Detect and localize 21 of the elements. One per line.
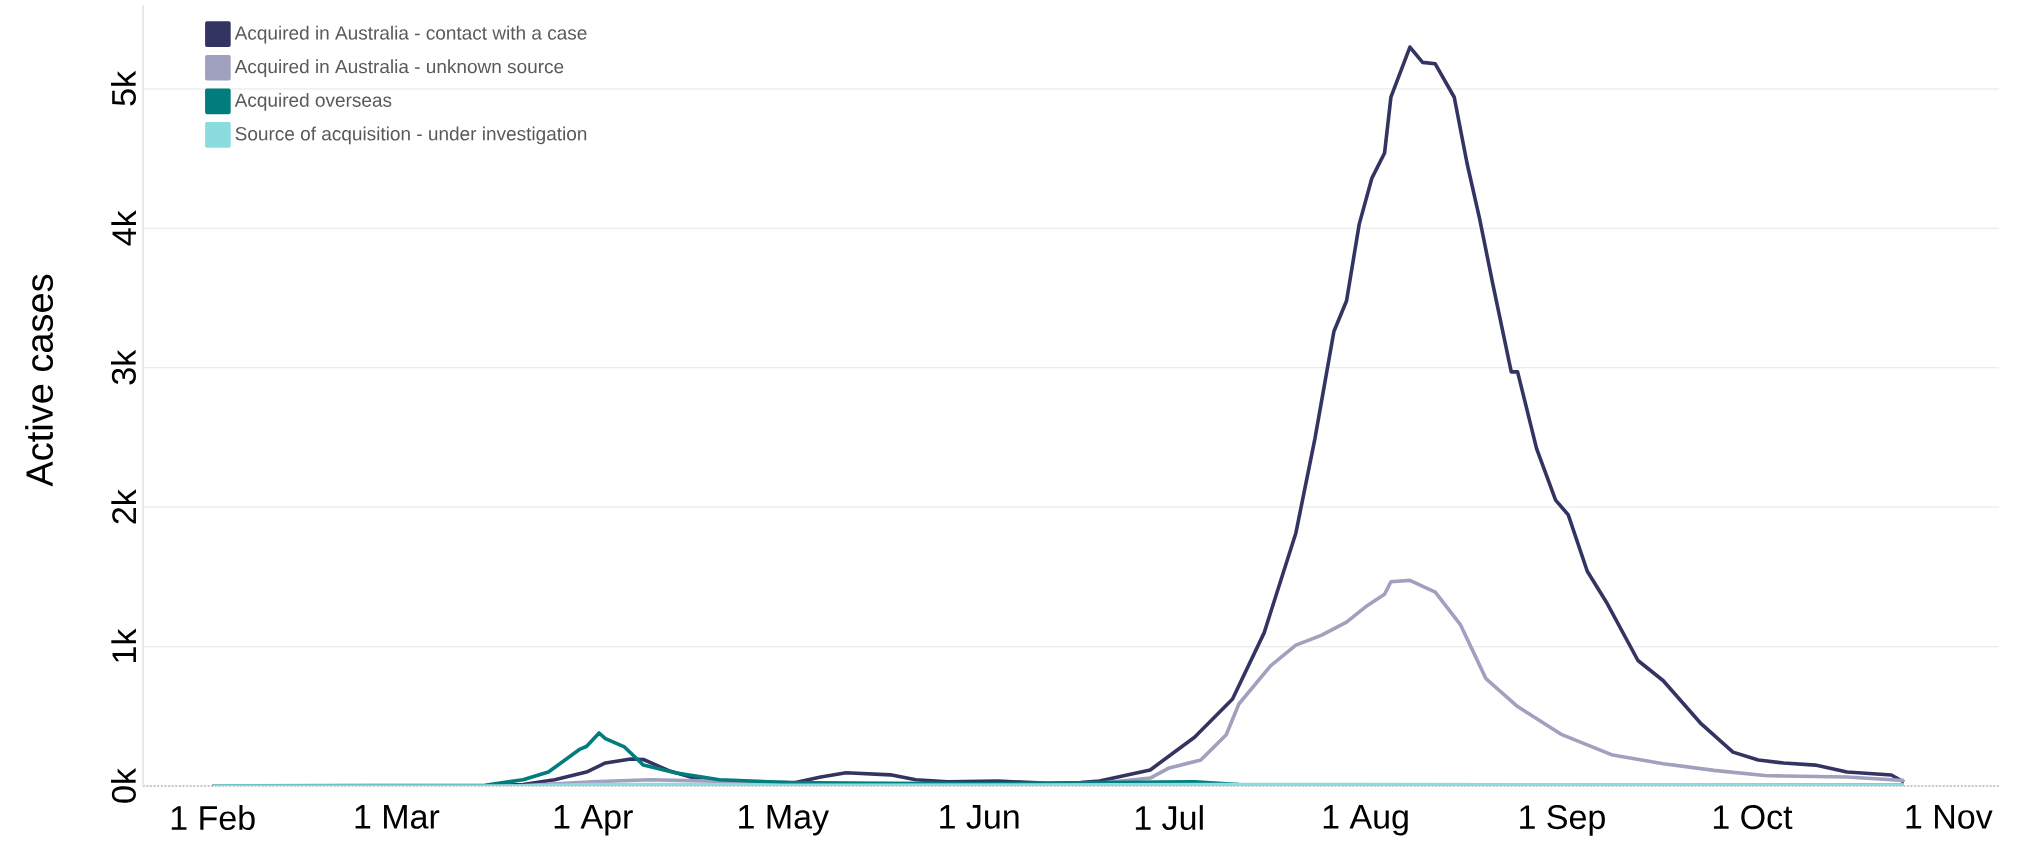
- x-tick-label: 1 Feb: [171, 805, 255, 831]
- x-tick-label: 1 Apr: [554, 805, 633, 836]
- y-tick-label: 5k: [110, 70, 136, 106]
- y-tick-label: 4k: [111, 210, 136, 246]
- x-tick-label: 1 Oct: [1713, 805, 1793, 830]
- legend-label: Acquired in Australia - contact with a case: [234, 25, 587, 44]
- y-tick-label: 0k: [110, 767, 136, 803]
- x-tick-label: 1 May: [739, 805, 829, 836]
- y-tick-label: 1k: [111, 628, 136, 662]
- legend-label: Acquired in Australia - unknown source: [234, 59, 564, 78]
- x-tick-label: 1 Aug: [1323, 805, 1408, 836]
- legend-label: Source of acquisition - under investigation: [235, 126, 587, 145]
- x-tick-label: 1 Jul: [1135, 805, 1203, 831]
- y-tick-label: 3k: [110, 349, 136, 385]
- y-axis-title: Active cases: [25, 274, 54, 487]
- x-tick-label: 1 Nov: [1906, 805, 1993, 829]
- legend-label: Acquired overseas: [234, 92, 392, 111]
- x-tick-label: 1 Jun: [940, 805, 1019, 829]
- x-tick-label: 1 Sep: [1520, 805, 1605, 836]
- y-tick-label: 2k: [111, 489, 136, 524]
- x-tick-label: 1 Mar: [355, 805, 440, 829]
